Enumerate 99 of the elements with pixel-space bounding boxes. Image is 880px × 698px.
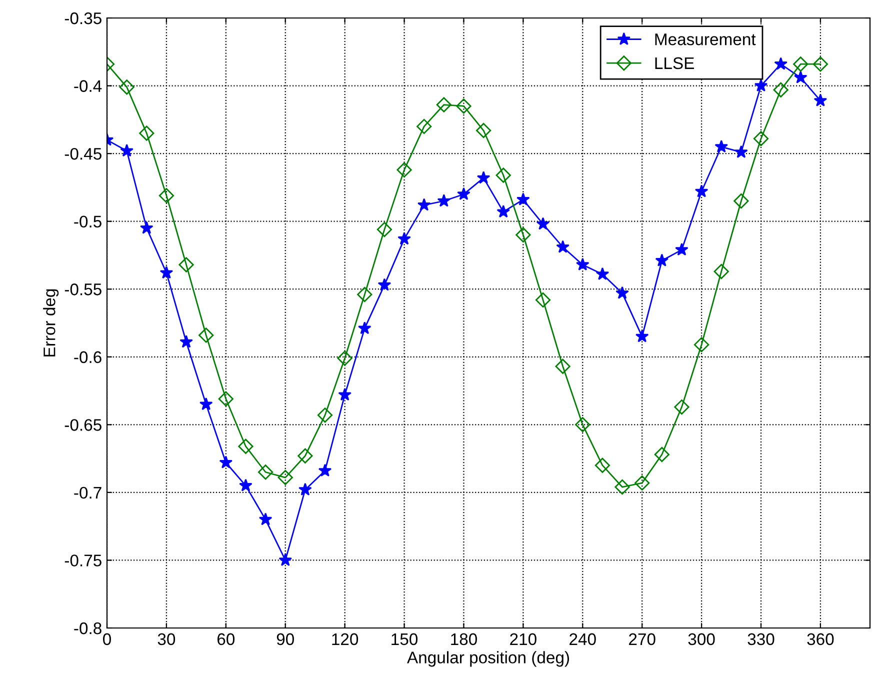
point: [119, 80, 134, 95]
point: [535, 292, 551, 308]
point: [139, 126, 154, 141]
point: [158, 188, 174, 204]
point: [794, 70, 808, 84]
y-tick-label: -0.7: [74, 486, 102, 499]
x-tick-label: 120: [332, 633, 358, 646]
legend-label: Measurement: [655, 34, 756, 46]
point: [358, 321, 372, 334]
point: [199, 397, 213, 410]
point: [596, 267, 610, 280]
legend-label: LLSE: [655, 57, 694, 70]
point: [594, 458, 610, 473]
point: [476, 171, 490, 184]
point: [714, 140, 728, 153]
point: [793, 56, 808, 72]
point: [714, 264, 729, 280]
point: [476, 122, 492, 138]
point: [180, 335, 193, 348]
point: [536, 217, 550, 230]
point: [774, 57, 788, 70]
x-tick-label: 270: [629, 633, 656, 646]
point: [457, 187, 470, 200]
point: [576, 258, 590, 270]
x-tick-label: 360: [807, 633, 834, 646]
x-tick-label: 0: [103, 633, 111, 646]
point: [258, 512, 272, 526]
point: [575, 417, 590, 432]
point: [278, 470, 293, 486]
point: [734, 145, 748, 158]
point: [376, 222, 392, 238]
y-axis-title: Error deg: [43, 289, 59, 356]
x-tick-label: 210: [510, 633, 536, 646]
point: [614, 479, 630, 495]
point: [516, 192, 530, 206]
point: [436, 97, 452, 112]
point: [654, 446, 670, 462]
point: [338, 388, 352, 401]
point: [318, 464, 332, 477]
point: [814, 94, 828, 106]
point: [378, 278, 392, 291]
x-tick-label: 30: [158, 633, 176, 646]
point: [812, 56, 828, 72]
point: [616, 286, 629, 299]
point: [278, 553, 292, 566]
y-tick-label: -0.6: [74, 351, 102, 364]
point: [317, 408, 333, 423]
y-tick-label: -0.75: [64, 554, 102, 566]
x-tick-label: 60: [217, 633, 235, 646]
x-tick-label: 180: [451, 633, 477, 646]
point: [298, 448, 313, 464]
point: [416, 118, 432, 134]
point: [456, 98, 472, 114]
point: [258, 464, 274, 480]
y-tick-label: -0.55: [64, 284, 102, 296]
y-tick-label: -0.35: [64, 12, 102, 24]
point: [140, 221, 154, 234]
point: [218, 391, 234, 406]
point: [694, 337, 710, 352]
x-tick-label: 300: [688, 633, 715, 646]
x-tick-label: 330: [748, 633, 774, 646]
point: [635, 330, 649, 342]
point: [396, 162, 412, 178]
x-tick-label: 240: [570, 633, 596, 646]
point: [178, 257, 194, 272]
point: [675, 242, 688, 256]
point: [198, 328, 214, 343]
point: [674, 399, 690, 415]
y-tick-label: -0.8: [74, 622, 102, 634]
y-tick-label: -0.4: [74, 80, 102, 92]
x-tick-label: 150: [392, 633, 418, 646]
point: [160, 266, 174, 279]
y-tick-label: -0.65: [64, 419, 102, 431]
y-tick-label: -0.5: [74, 216, 102, 228]
point: [694, 184, 708, 198]
x-tick-label: 90: [276, 633, 294, 646]
point: [398, 232, 411, 245]
point: [437, 194, 451, 207]
point: [655, 254, 669, 266]
point: [239, 478, 252, 492]
point: [120, 144, 134, 157]
point: [773, 82, 788, 98]
point: [754, 78, 768, 92]
point: [496, 168, 511, 183]
point: [734, 193, 749, 209]
point: [417, 198, 431, 211]
point: [357, 286, 372, 302]
point: [219, 456, 233, 468]
point: [516, 227, 531, 242]
point: [238, 438, 254, 454]
y-tick-label: -0.45: [64, 148, 102, 160]
point: [555, 358, 570, 374]
point: [556, 240, 570, 253]
point: [496, 204, 510, 218]
x-axis-title: Angular position (deg): [407, 651, 569, 667]
point: [634, 475, 650, 491]
point: [337, 350, 352, 366]
point: [753, 131, 769, 146]
point: [298, 482, 312, 496]
